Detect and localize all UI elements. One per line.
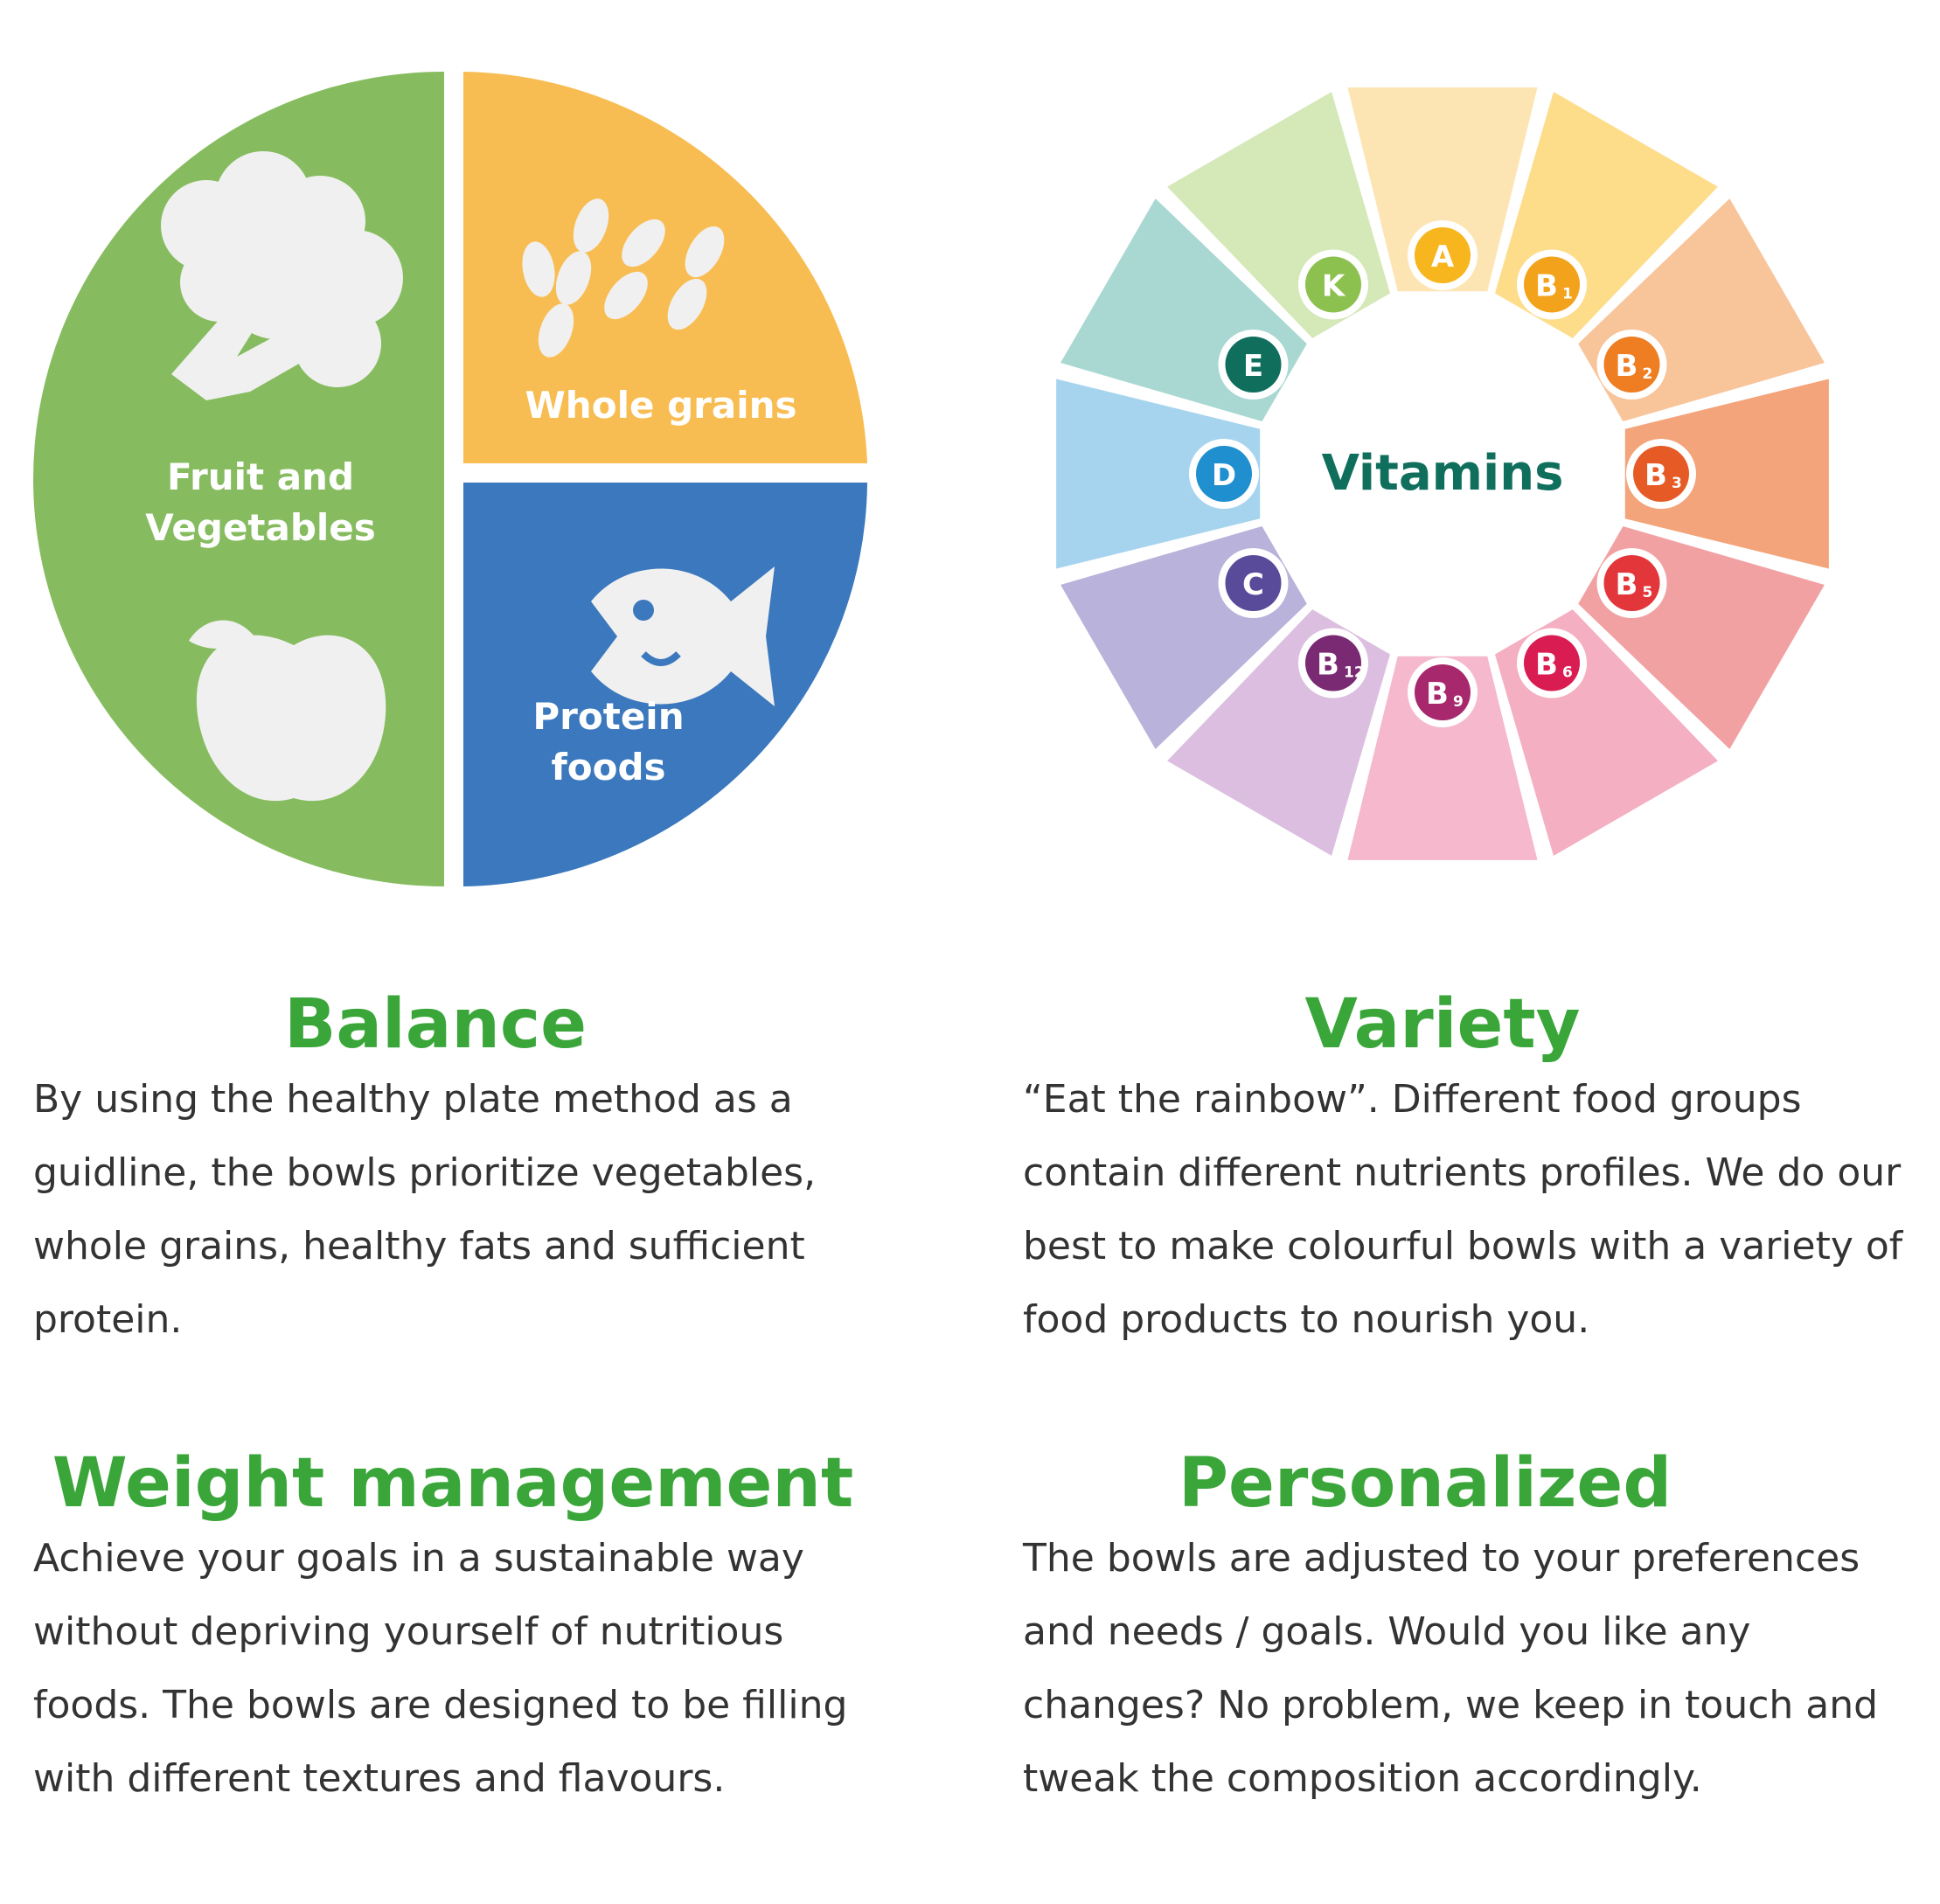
balance-section: Balance By using the healthy plate metho…	[33, 987, 907, 1357]
badge-circle	[1196, 446, 1252, 502]
badge-circle	[1603, 337, 1660, 393]
badge-letter: B	[1317, 648, 1339, 683]
healthy-plate-diagram: Fruit and Vegetables Whole grains Protei…	[33, 72, 867, 886]
badge-letter: A	[1431, 240, 1455, 274]
badge-circle	[1415, 664, 1471, 720]
badge-letter: B	[1535, 268, 1558, 303]
badge-letter: B	[1535, 648, 1558, 683]
variety-section: Variety “Eat the rainbow”. Different foo…	[1023, 985, 1902, 1357]
variety-body: “Eat the rainbow”. Different food groups…	[1023, 1076, 1903, 1342]
badge-circle	[1415, 227, 1471, 283]
wheel-segment	[1056, 379, 1261, 569]
badge-subscript: 12	[1344, 664, 1365, 682]
protein-label-2: foods	[551, 746, 665, 789]
badge-letter: C	[1242, 567, 1264, 602]
badge-subscript: 2	[1643, 365, 1653, 383]
badge-subscript: 1	[1562, 285, 1573, 302]
badge-subscript: 9	[1453, 693, 1464, 711]
badge-letter: E	[1243, 349, 1263, 384]
badge-circle	[1633, 446, 1689, 502]
badge-letter: B	[1644, 458, 1667, 493]
badge-letter: D	[1212, 458, 1236, 493]
grains-segment	[463, 72, 867, 463]
badge-circle	[1225, 337, 1282, 393]
protein-label-1: Protein	[532, 695, 684, 738]
vitamin-badge-d: D	[1189, 439, 1259, 509]
personalized-title: Personalized	[1178, 1444, 1672, 1523]
wheel-segment	[1347, 656, 1538, 860]
fruit-veg-label-1: Fruit and	[167, 455, 354, 498]
vitamin-badge-c: C	[1218, 548, 1289, 618]
badge-circle	[1524, 635, 1580, 691]
wheat-icon	[522, 198, 725, 358]
weight-body: Achieve your goals in a sustainable way …	[33, 1535, 848, 1801]
badge-subscript: 3	[1672, 475, 1682, 492]
weight-section: Weight management Achieve your goals in …	[33, 1446, 907, 1816]
balance-body: By using the healthy plate method as a g…	[33, 1076, 817, 1342]
wheel-segment	[1347, 87, 1538, 292]
personalized-section: Personalized The bowls are adjusted to y…	[1023, 1446, 1897, 1816]
personalized-body: The bowls are adjusted to your preferenc…	[1023, 1535, 1879, 1801]
variety-title: Variety	[1304, 985, 1581, 1064]
badge-circle	[1305, 256, 1361, 313]
badge-circle	[1603, 555, 1660, 611]
badge-subscript: 5	[1643, 584, 1653, 601]
badge-circle	[1305, 635, 1361, 691]
vitamins-center-label: Vitamins	[1322, 445, 1564, 502]
whole-grains-label: Whole grains	[525, 384, 796, 427]
vitamin-badge-k: K	[1298, 249, 1368, 320]
badge-letter: B	[1616, 349, 1638, 384]
balance-title: Balance	[283, 985, 588, 1064]
badge-letter: B	[1426, 677, 1449, 712]
fruit-veg-label-2: Vegetables	[145, 506, 376, 549]
badge-letter: K	[1322, 268, 1346, 303]
wheel-segment	[1624, 379, 1829, 569]
vitamin-badge-e: E	[1218, 330, 1289, 400]
vitamin-badge-b12: B 12	[1298, 628, 1368, 698]
broccoli-icon	[161, 151, 403, 400]
weight-title: Weight management	[52, 1444, 854, 1523]
badge-subscript: 6	[1562, 664, 1573, 682]
fish-icon	[591, 566, 775, 706]
apple-icon	[189, 620, 386, 802]
badge-circle	[1225, 555, 1282, 611]
badge-circle	[1524, 256, 1580, 313]
vitamin-badge-a: A	[1408, 220, 1478, 290]
badge-letter: B	[1616, 567, 1638, 602]
